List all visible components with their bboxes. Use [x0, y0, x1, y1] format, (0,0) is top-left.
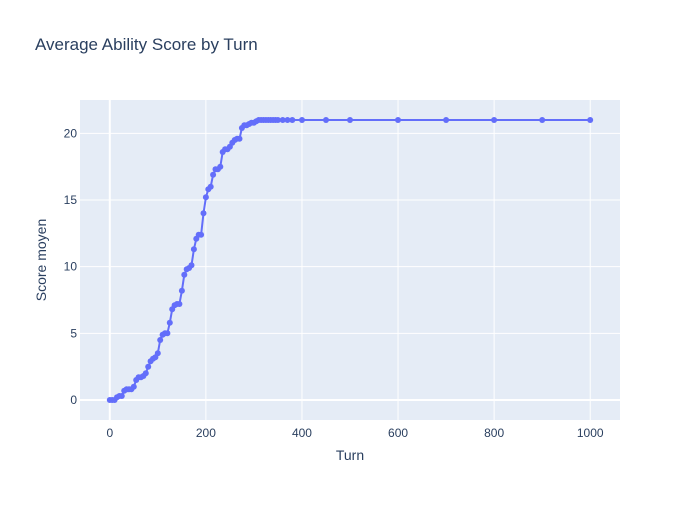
data-point — [299, 117, 305, 123]
x-tick-label: 800 — [484, 426, 504, 440]
data-point — [188, 262, 195, 269]
data-point — [323, 117, 329, 123]
y-tick-label: 10 — [64, 260, 78, 274]
tick-labels: 0 200 400 600 800 1000 0 5 10 15 20 — [64, 126, 604, 440]
x-tick-label: 400 — [292, 426, 312, 440]
series-layer — [106, 117, 594, 403]
x-tick-label: 600 — [388, 426, 408, 440]
data-point — [154, 350, 161, 357]
data-point — [130, 383, 137, 390]
data-point — [274, 117, 281, 123]
data-point — [164, 330, 171, 337]
y-axis-title: Score moyen — [33, 219, 49, 301]
data-point — [142, 370, 149, 377]
data-point — [395, 117, 401, 123]
x-tick-label: 200 — [196, 426, 216, 440]
chart-title: Average Ability Score by Turn — [35, 35, 258, 54]
plot-area — [80, 100, 620, 420]
data-point — [236, 135, 243, 142]
data-point — [178, 287, 185, 294]
y-tick-label: 5 — [70, 326, 77, 340]
data-point — [176, 301, 183, 307]
data-point — [347, 117, 353, 123]
data-point — [118, 393, 125, 399]
data-point — [284, 117, 291, 123]
data-point — [217, 163, 224, 170]
data-point — [289, 117, 296, 123]
y-tick-label: 0 — [70, 393, 77, 407]
data-point — [210, 171, 217, 178]
data-point — [145, 363, 152, 370]
y-tick-label: 20 — [64, 126, 78, 140]
data-point — [207, 183, 214, 190]
data-point — [202, 194, 209, 201]
x-axis-title: Turn — [336, 447, 364, 463]
data-point — [539, 117, 546, 123]
data-point — [443, 117, 450, 123]
data-point — [587, 117, 594, 123]
data-point — [157, 337, 164, 343]
data-point — [166, 319, 173, 326]
data-point — [279, 117, 286, 123]
data-point — [491, 117, 498, 123]
x-tick-label: 0 — [106, 426, 113, 440]
data-point — [190, 246, 197, 253]
data-point — [181, 271, 188, 278]
data-point — [200, 210, 207, 217]
x-tick-label: 1000 — [577, 426, 604, 440]
data-point — [198, 231, 205, 238]
y-tick-label: 15 — [64, 193, 78, 207]
